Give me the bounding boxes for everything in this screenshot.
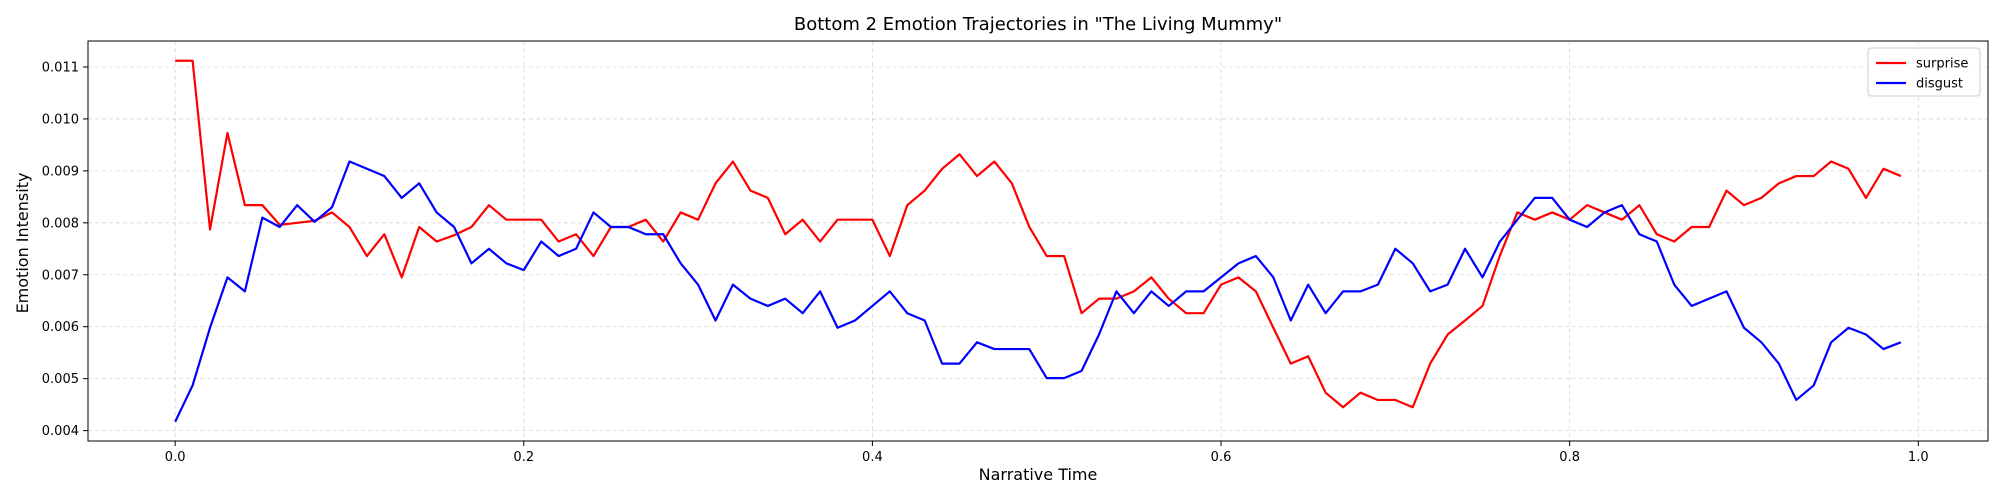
plot-frame [87,40,1989,442]
x-tick-label: 0.4 [862,450,883,465]
y-tick-label: 0.007 [42,268,79,283]
y-tick-label: 0.005 [42,372,79,387]
y-tick-label: 0.010 [42,112,79,127]
chart-title: Bottom 2 Emotion Trajectories in "The Li… [794,14,1282,35]
y-tick-label: 0.008 [42,216,79,231]
series-line-disgust [174,160,1902,423]
axes: 0.0 0.2 0.4 0.6 0.8 1.0 0.004 0.005 0.006 0.007 0.… [42,40,1989,465]
y-tick-label: 0.011 [42,60,79,75]
y-tick-label: 0.009 [42,164,79,179]
x-tick-label: 0.0 [165,450,186,465]
series-line-surprise [175,59,1902,409]
legend-label-surprise: surprise [1916,57,1968,72]
legend-label-disgust: disgust [1916,77,1963,92]
x-tick-label: 0.8 [1559,450,1580,465]
y-axis-label: Emotion Intensity [13,173,32,314]
y-tick-label: 0.006 [42,320,79,335]
series-layer [174,59,1902,423]
x-axis-label: Narrative Time [979,465,1098,484]
x-tick-label: 0.2 [513,450,534,465]
y-tick-label: 0.004 [42,424,79,439]
legend: surprise disgust [1867,47,1981,97]
x-tick-label: 0.6 [1211,450,1232,465]
x-tick-label: 1.0 [1908,450,1929,465]
